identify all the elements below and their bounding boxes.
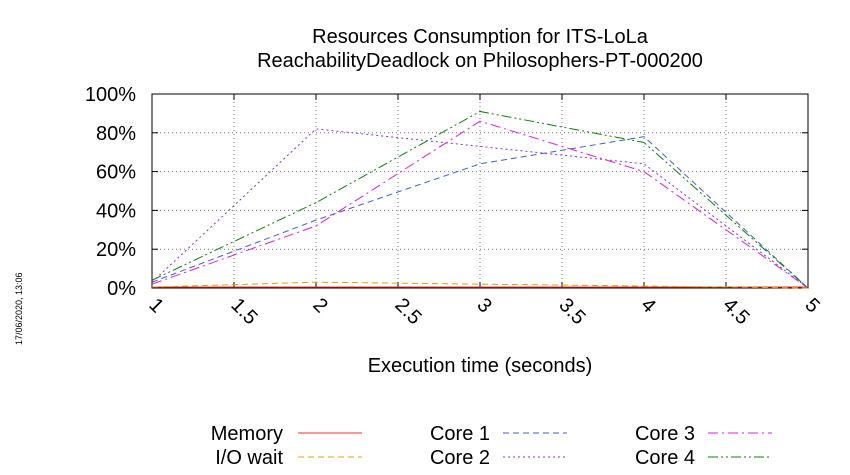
- series-line-core-3: [151, 120, 809, 289]
- series-line-core-2: [151, 128, 809, 289]
- x-tick-label: 4: [636, 294, 659, 317]
- x-tick-label: 5: [800, 294, 823, 317]
- x-tick-label: 1: [144, 294, 167, 317]
- timestamp: 17/06/2020, 13:06: [14, 272, 24, 345]
- grid: [152, 94, 808, 288]
- x-tick-label: 1.5: [226, 294, 261, 329]
- legend-label-memory: Memory: [211, 423, 283, 445]
- y-axis-ticks: 0% 20% 40% 60% 80% 100%: [85, 84, 808, 300]
- y-tick-label: 20%: [96, 239, 136, 261]
- series-line-core-4: [151, 110, 809, 289]
- legend-label-core-2: Core 2: [430, 447, 490, 469]
- y-tick-label: 60%: [96, 162, 136, 184]
- y-tick-label: 0%: [107, 278, 136, 300]
- legend-label-i-o-wait: I/O wait: [215, 447, 283, 469]
- y-tick-label: 100%: [85, 84, 136, 106]
- y-tick-label: 40%: [96, 200, 136, 222]
- x-tick-label: 2: [308, 294, 331, 317]
- series-lines: [151, 110, 809, 289]
- x-tick-label: 3: [472, 294, 495, 317]
- chart-title-line2: ReachabilityDeadlock on Philosophers-PT-…: [257, 50, 703, 72]
- x-tick-label: 4.5: [718, 294, 753, 329]
- legend-label-core-4: Core 4: [635, 447, 695, 469]
- x-tick-label: 3.5: [554, 294, 589, 329]
- series-line-core-1: [151, 136, 809, 289]
- chart-title-line1: Resources Consumption for ITS-LoLa: [312, 26, 649, 48]
- x-tick-label: 2.5: [390, 294, 425, 329]
- y-tick-label: 80%: [96, 123, 136, 145]
- x-axis-label: Execution time (seconds): [368, 355, 593, 377]
- legend-label-core-1: Core 1: [430, 423, 490, 445]
- legend-label-core-3: Core 3: [635, 423, 695, 445]
